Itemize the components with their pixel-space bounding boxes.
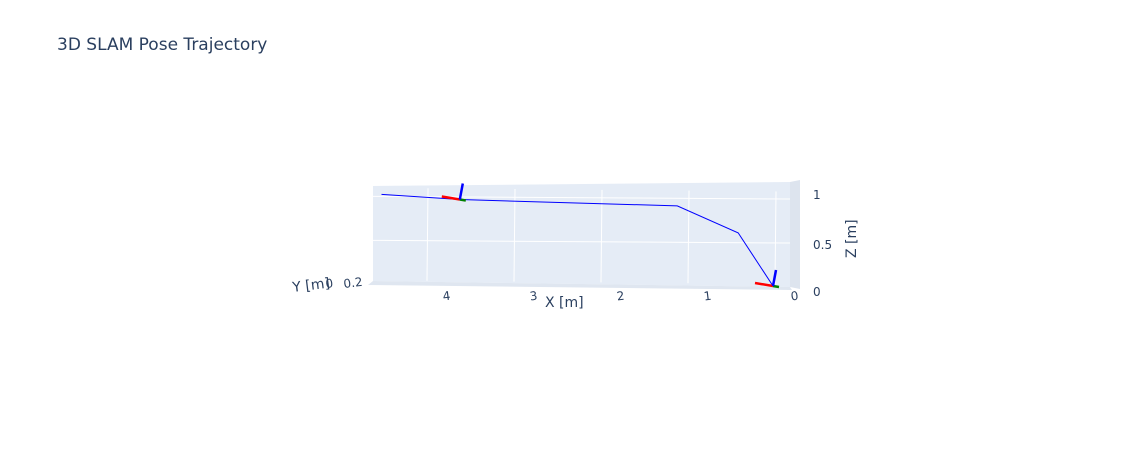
frame-x-axis [754, 281, 774, 288]
z-tick-label: 0 [813, 285, 821, 299]
z-tick-label: 1 [813, 188, 821, 202]
side-pane [790, 180, 800, 289]
x-tick-label: 0 [790, 289, 799, 304]
pose-frames [441, 183, 780, 289]
scene[interactable] [368, 180, 800, 290]
x-tick-label: 1 [703, 289, 712, 304]
grid-line-x [513, 189, 516, 282]
y-axis-title: Y [m] [291, 276, 331, 297]
tick-labels: 0 1 2 3 4 0 0.5 1 0 0.2 [325, 188, 832, 303]
z-axis-title: Z [m] [844, 219, 860, 258]
x-tick-label: 4 [442, 289, 451, 304]
z-tick-label: 0.5 [813, 238, 832, 252]
floor-pane [368, 281, 792, 290]
back-pane [373, 182, 790, 287]
grid-line-x [774, 191, 777, 285]
pose-frame [754, 269, 780, 289]
y-tick-label: 0.2 [343, 275, 364, 291]
frame-z-axis [458, 183, 465, 200]
y-tick-label: 0 [325, 276, 334, 291]
chart-title: 3D SLAM Pose Trajectory [57, 35, 267, 55]
grid-line-x [600, 189, 603, 283]
x-tick-label: 3 [529, 289, 538, 304]
frame-z-axis [771, 269, 778, 287]
pose-frame [441, 183, 467, 202]
trajectory-line [381, 193, 774, 287]
grid-line-x [426, 188, 429, 281]
grid-line-x [687, 190, 690, 284]
trajectory [381, 193, 774, 287]
frame-x-axis [441, 195, 461, 201]
x-tick-label: 2 [616, 289, 625, 304]
x-axis-title: X [m] [545, 295, 584, 311]
grid-line-z [372, 239, 791, 244]
